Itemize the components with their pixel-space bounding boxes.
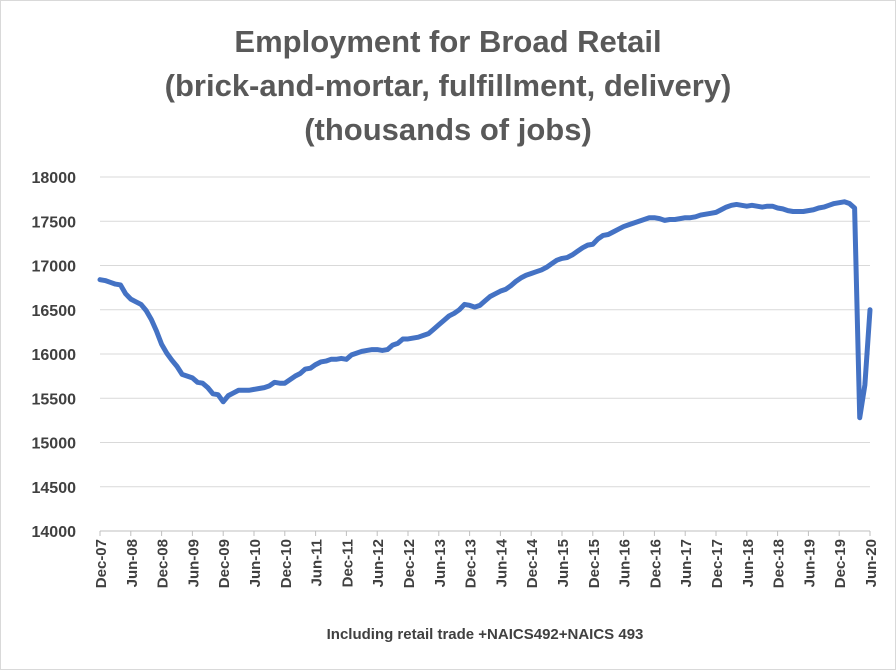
x-tick-label: Dec-15 [586, 539, 603, 588]
x-tick-label: Jun-16 [617, 539, 634, 587]
chart-subtitle: (brick-and-mortar, fulfillment, delivery… [164, 68, 732, 103]
x-tick-label: Jun-11 [309, 539, 326, 587]
y-tick-label: 18000 [32, 170, 77, 187]
x-tick-label: Jun-09 [185, 539, 202, 587]
x-tick-label: Dec-09 [216, 539, 233, 588]
x-tick-label: Dec-16 [647, 539, 664, 588]
x-tick-label: Dec-14 [524, 538, 541, 588]
x-axis: Dec-07 Jun-08 Dec-08 Jun-09 Dec-09 Jun-10 Dec-… [93, 530, 880, 588]
y-tick-label: 15000 [32, 436, 77, 453]
y-tick-label: 16500 [32, 303, 77, 320]
y-tick-label: 17500 [32, 214, 77, 231]
y-tick-label: 16000 [32, 347, 77, 364]
x-tick-label: Jun-14 [493, 538, 510, 587]
x-tick-label: Jun-17 [678, 539, 695, 587]
x-tick-label: Jun-19 [801, 539, 818, 587]
gridlines [100, 176, 870, 532]
plot-area [97, 199, 873, 421]
x-tick-label: Jun-20 [863, 539, 880, 587]
x-tick-label: Jun-15 [555, 539, 572, 587]
series-line [97, 199, 873, 421]
x-tick-label: Dec-11 [339, 539, 356, 587]
chart-title: Employment for Broad Retail [234, 24, 662, 59]
x-tick-label: Dec-08 [155, 539, 172, 588]
y-tick-label: 15500 [32, 391, 77, 408]
x-tick-label: Dec-13 [463, 539, 480, 588]
x-tick-label: Jun-12 [370, 539, 387, 587]
x-tick-label: Jun-08 [124, 539, 141, 587]
y-tick-label: 14000 [32, 524, 77, 541]
x-tick-label: Dec-18 [771, 539, 788, 588]
x-tick-label: Dec-07 [93, 539, 110, 588]
x-tick-label: Dec-12 [401, 539, 418, 588]
y-axis: 14000 14500 15000 15500 16000 16500 17000 17500… [32, 170, 77, 541]
chart-footnote: Including retail trade +NAICS492+NAICS 4… [326, 626, 644, 643]
y-tick-label: 14500 [32, 480, 77, 497]
chart-units: (thousands of jobs) [304, 112, 592, 147]
x-tick-label: Dec-19 [832, 539, 849, 588]
x-tick-label: Dec-17 [709, 539, 726, 588]
x-tick-label: Jun-10 [247, 539, 264, 587]
y-tick-label: 17000 [32, 259, 77, 276]
x-tick-label: Jun-13 [432, 539, 449, 587]
x-tick-label: Jun-18 [740, 539, 757, 587]
x-tick-label: Dec-10 [278, 539, 295, 588]
